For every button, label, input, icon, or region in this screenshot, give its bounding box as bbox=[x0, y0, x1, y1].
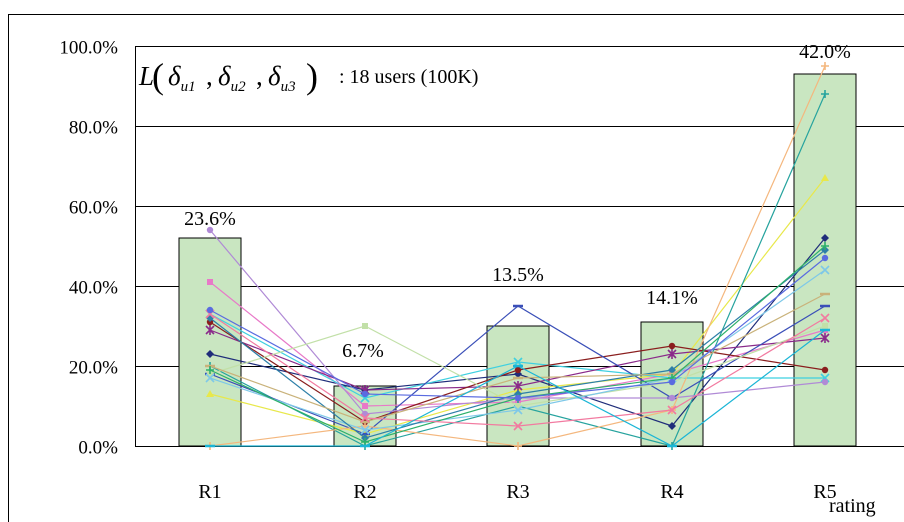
formula-arg-3: δu3 bbox=[268, 61, 296, 95]
y-tick-label: 20.0% bbox=[69, 358, 118, 379]
formula-comma-1: , bbox=[206, 61, 213, 91]
bar-value-label: 42.0% bbox=[799, 41, 851, 63]
user-series-point bbox=[513, 357, 523, 367]
x-tick-label: R3 bbox=[506, 481, 529, 503]
user-series-point bbox=[206, 350, 214, 358]
user-series-point bbox=[820, 313, 830, 323]
x-tick-label: R1 bbox=[198, 481, 221, 503]
y-tick-label: 40.0% bbox=[69, 278, 118, 299]
user-series-point bbox=[514, 394, 522, 402]
x-tick-label: R4 bbox=[660, 481, 683, 503]
user-series-point bbox=[513, 421, 523, 431]
formula-annotation: L ( δu1 , δu2 , δu3 ) : 18 users (100K) bbox=[138, 56, 478, 96]
user-series-point bbox=[361, 422, 369, 430]
user-series-point bbox=[821, 90, 829, 98]
user-series-point bbox=[206, 226, 214, 234]
user-series-point bbox=[668, 366, 676, 374]
bar-value-label: 14.1% bbox=[646, 287, 698, 309]
bar-value-label: 13.5% bbox=[492, 264, 544, 286]
x-tick-label: R5 bbox=[813, 481, 836, 503]
user-series-point bbox=[362, 323, 368, 329]
user-series-point bbox=[514, 442, 522, 450]
user-series-point bbox=[361, 438, 369, 446]
y-tick-label: 80.0% bbox=[69, 118, 118, 139]
y-tick-label: 60.0% bbox=[69, 198, 118, 219]
user-series-point bbox=[667, 349, 677, 359]
formula-open-paren: ( bbox=[152, 56, 164, 96]
user-series-point bbox=[361, 390, 369, 398]
x-axis-title: rating bbox=[829, 495, 876, 517]
user-series-point bbox=[207, 279, 213, 285]
user-series-point bbox=[205, 373, 215, 383]
user-series-point bbox=[821, 234, 829, 242]
user-series-point bbox=[668, 422, 676, 430]
user-series-point bbox=[360, 425, 370, 435]
user-series-layer bbox=[205, 62, 830, 450]
formula-arg-1: δu1 bbox=[168, 61, 196, 95]
user-series-point bbox=[205, 325, 215, 335]
axis-layer: 0.0% 20.0% 40.0% 60.0% 80.0% 100.0% bbox=[59, 38, 136, 459]
user-series-point bbox=[821, 366, 829, 374]
user-series-point bbox=[206, 390, 214, 397]
y-tick-label: 100.0% bbox=[59, 38, 118, 59]
chart-frame bbox=[8, 14, 904, 522]
user-series-point bbox=[668, 342, 676, 350]
user-series-point bbox=[821, 242, 829, 250]
user-series-point bbox=[668, 394, 676, 402]
user-series-point bbox=[667, 405, 677, 415]
user-series-point bbox=[821, 378, 829, 386]
user-series-point bbox=[513, 405, 523, 415]
user-series-point bbox=[206, 306, 214, 314]
user-series-point bbox=[820, 265, 830, 275]
user-series-point bbox=[514, 366, 522, 374]
user-series-point bbox=[821, 62, 829, 70]
bar-value-label: 6.7% bbox=[342, 340, 384, 362]
bar-value-label: 23.6% bbox=[184, 208, 236, 230]
bar bbox=[178, 237, 242, 447]
formula-arg-2: δu2 bbox=[218, 61, 246, 95]
user-series-point bbox=[820, 333, 830, 343]
user-series-point bbox=[206, 366, 214, 374]
formula-close-paren: ) bbox=[306, 56, 318, 96]
y-tick-label: 0.0% bbox=[78, 438, 118, 459]
formula-note: : 18 users (100K) bbox=[339, 66, 478, 88]
user-series-point bbox=[822, 323, 828, 329]
user-series-point bbox=[513, 381, 523, 391]
formula-comma-2: , bbox=[256, 61, 263, 91]
user-series-point bbox=[515, 403, 521, 409]
user-series-point bbox=[362, 403, 368, 409]
label-layer: R1 R2 R3 R4 R5 23.6% 6.7% 13.5% 14.1% 42.0% bbox=[184, 41, 851, 503]
user-series-point bbox=[360, 413, 370, 423]
formula-function: L bbox=[138, 61, 154, 91]
user-series-point bbox=[821, 254, 829, 262]
user-series-point bbox=[668, 378, 676, 386]
user-series-point bbox=[821, 174, 829, 181]
x-tick-label: R2 bbox=[353, 481, 376, 503]
